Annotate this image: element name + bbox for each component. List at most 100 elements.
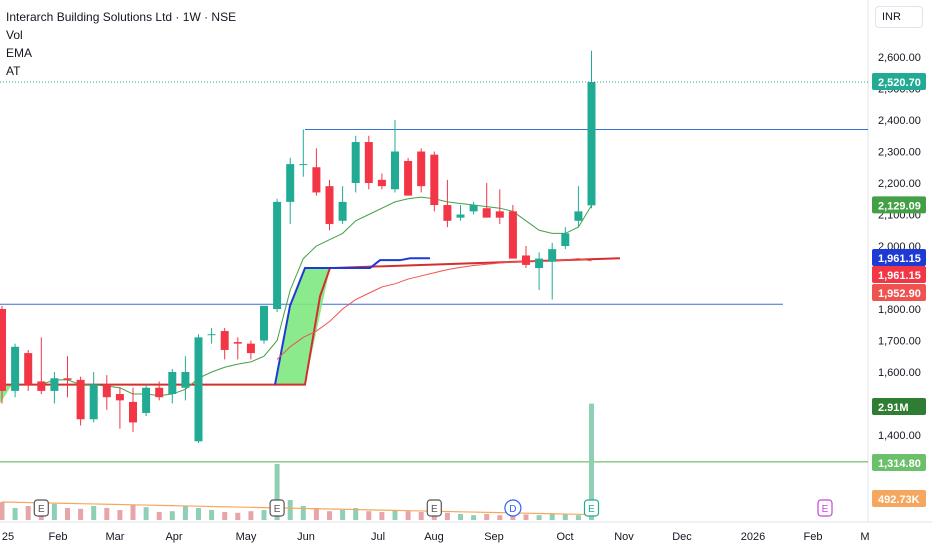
indicator-vol[interactable]: Vol <box>6 28 23 42</box>
y-tick-label: 1,800.00 <box>878 304 921 316</box>
price-tag <box>872 454 926 471</box>
volume-bar <box>287 500 293 520</box>
volume-bar <box>169 511 175 520</box>
y-tick-label: 2,200.00 <box>878 178 921 190</box>
price-tag <box>872 284 926 301</box>
volume-bar <box>248 511 254 520</box>
volume-bar <box>78 508 84 520</box>
candle-body <box>404 160 413 196</box>
at-line-blue <box>274 257 430 385</box>
currency-selector[interactable]: INR <box>875 6 923 28</box>
price-tag-label: 2,520.70 <box>878 77 921 89</box>
candle-body <box>129 401 137 423</box>
price-tag <box>872 72 926 90</box>
volume-bar <box>261 510 267 520</box>
volume-bar <box>536 515 542 520</box>
candle-body <box>142 387 151 413</box>
y-tick-label: 2,300.00 <box>878 147 921 159</box>
candle-body <box>351 142 360 183</box>
candle-body <box>207 334 216 336</box>
volume-bar <box>392 510 398 520</box>
volume-bar <box>313 508 319 520</box>
volume-bar <box>549 514 555 520</box>
candle-body <box>417 151 426 187</box>
earnings-marker-label: E <box>431 504 438 515</box>
candle-body <box>273 201 282 309</box>
volume-bar <box>274 464 280 520</box>
price-tag-label: 492.73K <box>878 494 920 506</box>
y-tick-label: 2,400.00 <box>878 115 921 127</box>
candle-body <box>50 378 59 391</box>
x-tick-label: Nov <box>614 531 634 543</box>
volume-bar <box>0 502 5 520</box>
volume-bar <box>418 512 424 520</box>
dividend-marker <box>504 499 522 517</box>
candle-body <box>508 211 517 259</box>
volume-bar <box>575 515 581 520</box>
price-tag <box>872 398 926 415</box>
volume-bar <box>235 512 241 520</box>
x-tick-label: 25 <box>2 531 14 543</box>
volume-bar <box>12 508 18 520</box>
indicator-at[interactable]: AT <box>6 64 21 78</box>
volume-bar <box>366 511 372 520</box>
at-line-red <box>0 257 621 386</box>
candle-body <box>443 205 452 221</box>
candle-body <box>89 384 98 420</box>
price-tag <box>872 196 926 214</box>
volume-bar <box>340 510 346 520</box>
price-tag <box>872 249 926 266</box>
volume-bar <box>117 510 123 520</box>
volume-bar <box>523 514 529 520</box>
price-tag-label: 1,952.90 <box>878 288 921 300</box>
x-tick-label: Oct <box>556 531 573 543</box>
candle-body <box>495 211 504 218</box>
earnings-marker-label: E <box>588 504 595 515</box>
chart-legend: Interarch Building Solutions Ltd · 1W · … <box>6 8 236 80</box>
y-tick-label: 1,400.00 <box>878 430 921 442</box>
x-tick-label: Feb <box>804 531 823 543</box>
at-cloud-fill <box>275 268 330 385</box>
x-tick-label: May <box>236 531 257 543</box>
candle-body <box>286 164 295 202</box>
volume-bar <box>51 504 57 520</box>
x-tick-label: 2026 <box>741 531 765 543</box>
future-earnings-marker <box>817 499 833 517</box>
candle-body <box>299 164 308 166</box>
price-tag-label: 2,129.09 <box>878 200 921 212</box>
earnings-marker <box>269 499 285 517</box>
volume-bar <box>143 507 149 520</box>
x-tick-label: Sep <box>484 531 504 543</box>
candle-body <box>24 353 33 385</box>
volume-bar <box>458 514 463 520</box>
chart-title: Interarch Building Solutions Ltd · 1W · … <box>6 10 237 24</box>
x-tick-label: Mar <box>106 531 125 543</box>
x-tick-label: M <box>860 531 869 543</box>
candle-body <box>574 211 583 221</box>
volume-bar <box>379 512 385 520</box>
earnings-marker-label: E <box>274 504 281 515</box>
volume-bar <box>471 515 477 520</box>
indicator-ema[interactable]: EMA <box>6 46 33 60</box>
candle-body <box>456 214 465 218</box>
candle-body <box>561 233 570 246</box>
x-tick-label: Feb <box>49 531 68 543</box>
volume-average-line <box>1 501 592 516</box>
candle-body <box>76 379 85 420</box>
candle-body <box>325 186 334 224</box>
volume-bar <box>484 514 490 520</box>
volume-bar <box>327 511 332 520</box>
x-tick-label: Aug <box>424 531 444 543</box>
dividend-marker-label: D <box>509 504 516 515</box>
candle-body <box>535 258 544 269</box>
candle-body <box>63 378 72 380</box>
candle-body <box>587 81 596 206</box>
earnings-marker <box>33 499 49 517</box>
price-tag-label: 2.91M <box>878 402 909 414</box>
volume-bar <box>589 403 594 520</box>
volume-bar <box>300 506 306 520</box>
candle-body <box>312 167 321 193</box>
candle-body <box>233 342 242 344</box>
volume-bar <box>182 506 188 520</box>
